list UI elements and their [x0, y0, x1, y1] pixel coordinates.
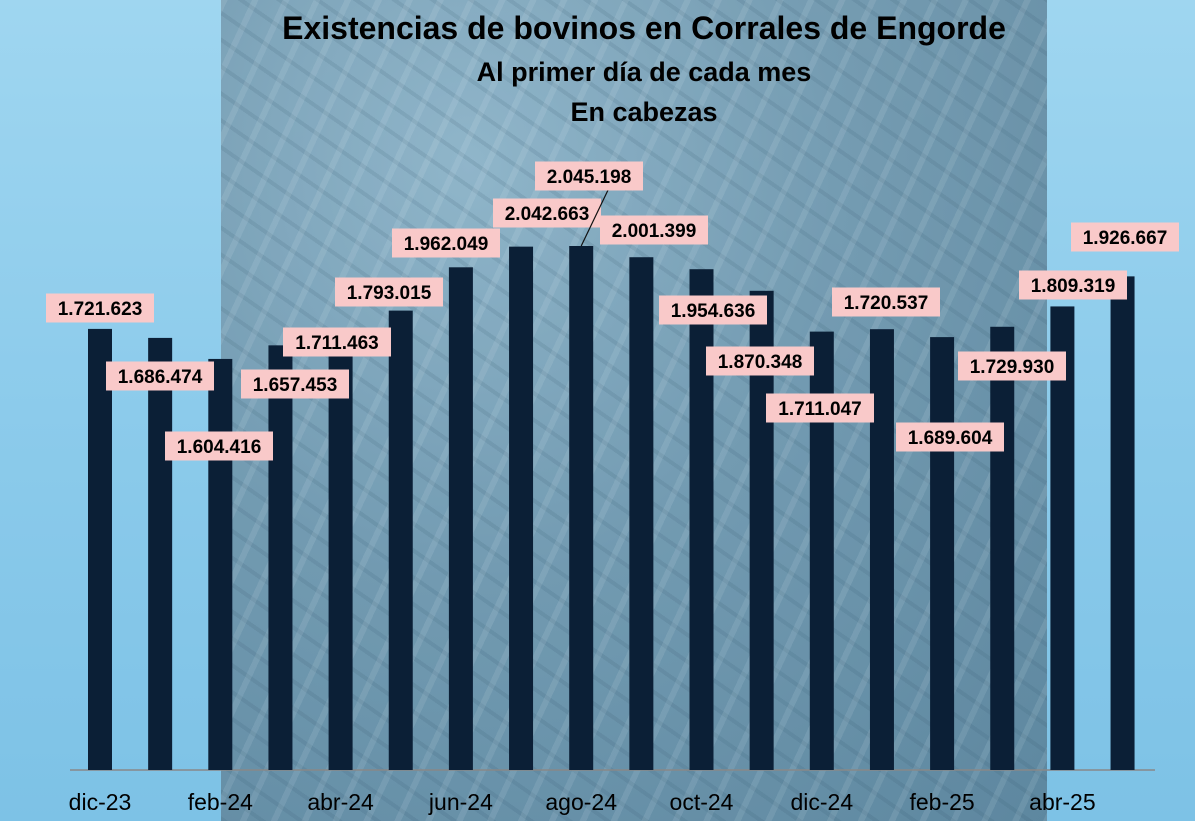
- bar-feb-25: [930, 337, 955, 770]
- data-label-box: [392, 228, 500, 258]
- x-tick-label: jun-24: [428, 789, 493, 815]
- x-tick-label: oct-24: [670, 789, 734, 815]
- data-label-box: [46, 293, 154, 323]
- data-label-box: [958, 351, 1066, 381]
- bar-ene-24: [148, 337, 173, 770]
- bar-ago-24: [569, 246, 594, 770]
- data-label: 1.721.623: [58, 299, 143, 320]
- chart-unit-subtitle: En cabezas: [570, 97, 718, 127]
- bar-jul-24: [509, 246, 534, 771]
- x-tick-label: ago-24: [545, 789, 617, 815]
- chart-title: Existencias de bovinos en Corrales de En…: [282, 10, 1006, 46]
- data-label: 1.793.015: [347, 283, 432, 304]
- data-label-box: [535, 161, 643, 191]
- chart-subtitle: Al primer día de cada mes: [476, 57, 812, 87]
- data-label-box: [165, 431, 273, 461]
- data-label-box: [896, 422, 1004, 452]
- bar-abr-25: [1050, 306, 1075, 770]
- data-label-box: [241, 369, 349, 399]
- bar-abr-24: [328, 331, 353, 770]
- data-label-box: [1071, 222, 1179, 252]
- x-tick-label: feb-25: [909, 789, 974, 815]
- data-label-box: [766, 393, 874, 423]
- data-label: 1.809.319: [1031, 276, 1116, 297]
- data-label-box: [706, 346, 814, 376]
- data-label-box: [283, 327, 391, 357]
- bar-dic-23: [88, 328, 112, 770]
- data-label: 1.870.348: [718, 352, 803, 373]
- leader-line: [580, 187, 610, 247]
- data-label: 1.954.636: [671, 301, 756, 322]
- data-label: 2.042.663: [505, 204, 590, 225]
- bar-mar-25: [990, 326, 1015, 770]
- data-label-box: [600, 215, 708, 245]
- x-tick-label: dic-23: [69, 789, 132, 815]
- bar-sep-24: [629, 257, 654, 770]
- bar-jun-24: [448, 267, 473, 770]
- data-label-box: [1019, 270, 1127, 300]
- data-label: 1.711.463: [295, 333, 378, 354]
- x-tick-label: feb-24: [188, 789, 253, 815]
- data-label: 1.686.474: [118, 367, 203, 388]
- data-label: 1.711.047: [778, 399, 861, 420]
- data-label-box: [493, 198, 601, 228]
- data-label: 1.689.604: [908, 428, 993, 449]
- data-label-box: [659, 295, 767, 325]
- data-label: 1.926.667: [1083, 228, 1168, 249]
- data-label: 2.045.198: [547, 167, 632, 188]
- x-tick-label: dic-24: [790, 789, 853, 815]
- bar-mar-24: [268, 345, 293, 770]
- data-label: 1.657.453: [253, 375, 338, 396]
- x-tick-label: abr-25: [1029, 789, 1095, 815]
- data-label: 2.001.399: [612, 221, 697, 242]
- data-label: 1.729.930: [970, 357, 1055, 378]
- x-tick-label: abr-24: [307, 789, 374, 815]
- data-label-box: [335, 277, 443, 307]
- data-label-box: [832, 287, 940, 317]
- data-label: 1.720.537: [844, 293, 929, 314]
- data-label: 1.604.416: [177, 437, 262, 458]
- data-label-box: [106, 361, 214, 391]
- bar-oct-24: [689, 269, 714, 770]
- bar-feb-24: [208, 358, 233, 770]
- bar-may-25: [1110, 276, 1135, 770]
- bar-may-24: [388, 310, 413, 770]
- data-label: 1.962.049: [404, 234, 489, 255]
